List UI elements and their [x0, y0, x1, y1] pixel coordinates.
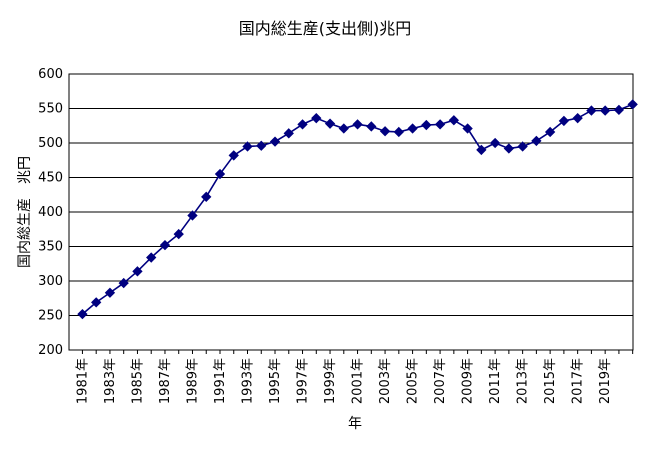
data-point: [297, 119, 308, 130]
data-point: [228, 150, 239, 161]
x-tick-label: 1985年: [130, 358, 145, 404]
data-point: [104, 287, 116, 298]
x-tick-label: 1989年: [185, 358, 200, 404]
data-point: [366, 121, 377, 132]
x-tick-label: 1991年: [213, 358, 228, 404]
data-point: [434, 119, 446, 130]
data-point: [558, 115, 570, 127]
data-point: [599, 105, 611, 116]
data-point: [517, 141, 528, 152]
data-point: [173, 228, 184, 240]
x-tick-label: 2019年: [598, 358, 613, 404]
data-point: [448, 115, 460, 126]
data-point: [269, 136, 281, 147]
x-tick-label: 2009年: [461, 358, 476, 404]
y-tick-label: 350: [38, 240, 63, 255]
x-tick-label: 2013年: [516, 358, 531, 404]
data-point: [242, 141, 253, 152]
y-axis-label: 国内総生産 兆円: [17, 156, 33, 268]
data-point: [214, 168, 226, 180]
x-tick-label: 2011年: [488, 358, 503, 404]
data-point: [613, 104, 625, 116]
y-tick-label: 550: [38, 102, 63, 117]
data-point: [311, 112, 322, 124]
x-axis-label: 年: [348, 416, 362, 432]
data-point: [627, 99, 638, 110]
data-point: [531, 135, 542, 147]
data-point: [421, 119, 432, 131]
data-point: [462, 123, 473, 134]
data-point: [324, 118, 336, 129]
data-point: [187, 210, 198, 221]
data-point: [91, 297, 102, 308]
x-tick-label: 2003年: [378, 358, 393, 404]
x-tick-label: 1983年: [103, 358, 118, 404]
data-point: [283, 128, 294, 139]
y-tick-label: 500: [38, 136, 63, 151]
x-tick-label: 1987年: [158, 358, 173, 404]
data-point: [407, 123, 418, 134]
plot-area: 200 250 300 350 400 450 500 550 600 1981年 1983年 198…: [38, 67, 638, 404]
y-tick-label: 200: [38, 343, 63, 358]
data-point: [586, 105, 597, 116]
data-point: [503, 143, 515, 154]
data-point: [132, 266, 143, 277]
data-point: [489, 137, 501, 149]
data-point: [146, 252, 157, 263]
y-tick-label: 250: [38, 309, 63, 324]
y-tick-label: 300: [38, 274, 63, 289]
data-point: [338, 123, 349, 134]
data-point: [352, 119, 363, 130]
data-point: [201, 191, 212, 202]
x-tick-label: 2001年: [351, 358, 366, 404]
data-point: [77, 308, 88, 320]
y-tick-label: 450: [38, 171, 63, 186]
x-tick-label: 1995年: [268, 358, 283, 404]
y-tick-label: 600: [38, 67, 63, 82]
data-point: [572, 112, 583, 124]
chart-title: 国内総生産(支出側)兆円: [239, 19, 412, 38]
data-point: [544, 126, 556, 138]
data-point: [256, 140, 267, 151]
x-tick-label: 1981年: [75, 358, 90, 404]
data-point: [476, 144, 487, 156]
x-tick-label: 2015年: [543, 358, 558, 404]
data-point: [118, 277, 129, 289]
data-point: [393, 126, 404, 138]
x-tick-label: 1993年: [241, 358, 256, 404]
x-tick-label: 1997年: [296, 358, 311, 404]
y-tick-label: 400: [38, 205, 63, 220]
x-tick-label: 2005年: [406, 358, 421, 404]
data-point: [379, 126, 391, 137]
x-tick-label: 2017年: [571, 358, 586, 404]
x-tick-label: 2007年: [433, 358, 448, 404]
data-point: [159, 239, 171, 251]
x-tick-label: 1999年: [323, 358, 338, 404]
